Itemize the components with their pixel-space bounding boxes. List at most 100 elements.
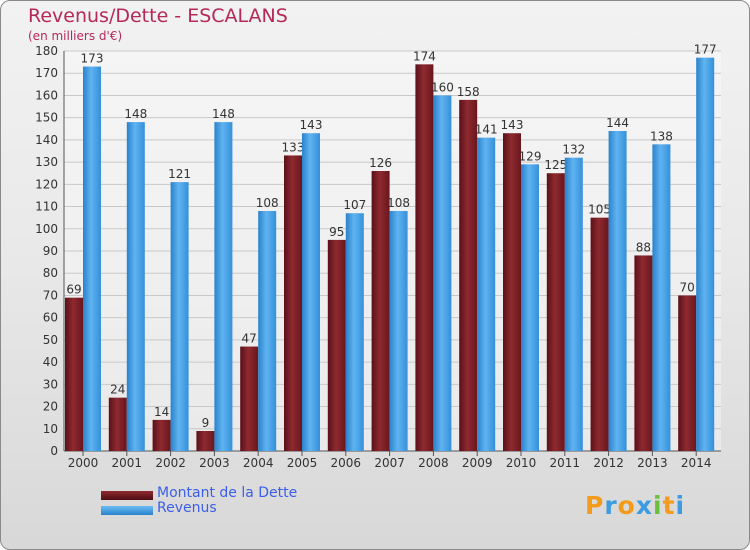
data-label: 173 [81, 52, 104, 66]
y-tick-label: 100 [35, 222, 58, 236]
bar-dette [371, 171, 390, 451]
bar-revenus [258, 211, 277, 451]
bar-revenus [521, 164, 539, 452]
data-label: 143 [501, 118, 524, 132]
data-label: 143 [300, 118, 323, 132]
bar-revenus [608, 131, 627, 451]
bar-revenus [345, 213, 364, 451]
bar-dette [415, 64, 434, 452]
logo-letter: i [653, 491, 663, 520]
x-tick-label: 2004 [243, 456, 274, 470]
bar-revenus [83, 66, 101, 452]
data-label: 144 [606, 116, 629, 130]
data-label: 121 [168, 167, 191, 181]
y-tick-label: 20 [43, 400, 58, 414]
data-label: 133 [282, 140, 305, 154]
bar-revenus [564, 157, 583, 451]
data-label: 24 [110, 383, 125, 397]
data-label: 160 [431, 80, 454, 94]
bar-dette [546, 173, 565, 451]
data-label: 70 [680, 280, 695, 294]
x-tick-label: 2005 [287, 456, 318, 470]
legend-swatch-revenus [101, 506, 153, 515]
data-label: 126 [369, 156, 392, 170]
y-tick-label: 120 [35, 177, 58, 191]
y-tick-label: 180 [35, 44, 58, 58]
y-tick-label: 90 [43, 244, 58, 258]
x-tick-label: 2006 [331, 456, 362, 470]
bar-dette [196, 431, 215, 451]
bar-revenus [652, 144, 671, 452]
data-label: 132 [562, 143, 585, 157]
data-label: 88 [636, 240, 651, 254]
data-label: 14 [154, 405, 169, 419]
data-label: 9 [202, 416, 210, 430]
y-tick-label: 40 [43, 355, 58, 369]
x-tick-label: 2013 [637, 456, 668, 470]
bar-dette [108, 397, 127, 451]
data-label: 174 [413, 49, 436, 63]
data-label: 125 [544, 158, 567, 172]
legend-label-dette: Montant de la Dette [157, 485, 298, 501]
logo-letter: t [662, 491, 676, 520]
x-tick-label: 2003 [199, 456, 230, 470]
bar-dette [459, 99, 478, 451]
y-tick-label: 10 [43, 422, 58, 436]
chart-title: Revenus/Dette - ESCALANS [28, 5, 288, 27]
chart-subtitle: (en milliers d'€) [28, 29, 123, 43]
y-tick-label: 50 [43, 333, 58, 347]
x-tick-label: 2002 [155, 456, 186, 470]
y-tick-label: 0 [50, 444, 58, 458]
x-tick-label: 2001 [112, 456, 143, 470]
logo-letter: r [604, 491, 618, 520]
legend-swatch-dette [101, 491, 153, 500]
bar-revenus [214, 122, 233, 451]
data-label: 129 [519, 149, 542, 163]
bar-dette [152, 419, 171, 451]
bar-dette [240, 346, 259, 451]
x-tick-label: 2012 [593, 456, 624, 470]
data-label: 177 [694, 43, 717, 57]
bar-dette [590, 217, 609, 451]
y-tick-label: 30 [43, 377, 58, 391]
data-label: 148 [212, 107, 235, 121]
data-label: 47 [242, 332, 257, 346]
y-tick-label: 110 [35, 200, 58, 214]
bar-revenus [389, 211, 408, 451]
data-label: 158 [457, 85, 480, 99]
bar-revenus [433, 95, 452, 451]
bar-dette [503, 133, 521, 451]
bar-dette [634, 255, 653, 451]
data-label: 95 [329, 225, 344, 239]
data-label: 141 [475, 123, 498, 137]
data-label: 148 [124, 107, 147, 121]
legend-label-revenus: Revenus [157, 500, 217, 516]
y-tick-label: 70 [43, 288, 58, 302]
logo-letter: P [585, 491, 605, 520]
bar-revenus [477, 137, 496, 451]
x-tick-label: 2010 [506, 456, 537, 470]
y-tick-label: 170 [35, 66, 58, 80]
logo-letter: i [675, 491, 686, 520]
data-label: 108 [387, 196, 410, 210]
bar-dette [327, 239, 346, 451]
proxiti-logo: Proxiti [585, 491, 685, 520]
y-tick-label: 140 [35, 133, 58, 147]
y-tick-label: 130 [35, 155, 58, 169]
bar-revenus [170, 182, 189, 451]
y-tick-label: 160 [35, 88, 58, 102]
data-label: 108 [256, 196, 279, 210]
y-tick-label: 150 [35, 111, 58, 125]
logo-letter: x [635, 491, 653, 520]
y-tick-label: 60 [43, 311, 58, 325]
bar-revenus [126, 122, 145, 451]
x-tick-label: 2014 [681, 456, 712, 470]
y-tick-label: 80 [43, 266, 58, 280]
x-tick-label: 2008 [418, 456, 449, 470]
x-tick-label: 2009 [462, 456, 493, 470]
data-label: 69 [66, 283, 81, 297]
x-tick-label: 2000 [68, 456, 99, 470]
data-label: 107 [343, 198, 366, 212]
